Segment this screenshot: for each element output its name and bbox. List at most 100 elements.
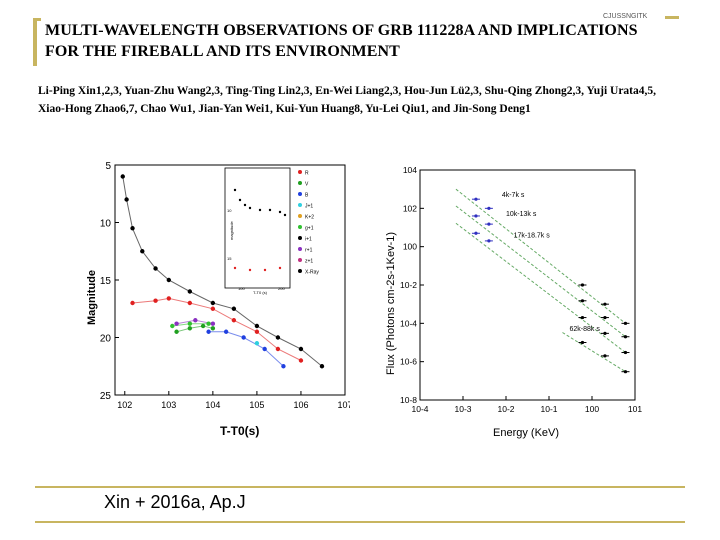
data-point (262, 346, 267, 352)
light-curve-x-label: T-T0(s) (220, 424, 259, 438)
x-tick-label: 10-3 (454, 404, 471, 414)
spectral-point (603, 315, 607, 320)
legend-label: g+1 (305, 226, 314, 232)
inset-x-tick-200: 200 (278, 286, 285, 291)
y-tick-label: 25 (100, 391, 112, 402)
data-point (174, 329, 179, 334)
x-tick-label: 10-1 (540, 404, 557, 414)
data-point (120, 174, 125, 179)
paper-title: MULTI-WAVELENGTH OBSERVATIONS OF GRB 111… (45, 22, 638, 60)
inset-y-tick-10: 10 (227, 208, 232, 213)
spectral-point (580, 299, 585, 303)
legend-marker (298, 258, 302, 262)
data-point (187, 326, 193, 331)
citation: Xin + 2016a, Ap.J (104, 492, 246, 512)
spectral-point (487, 239, 491, 243)
spectra-axes (419, 169, 636, 401)
legend-label: r+1 (305, 248, 313, 254)
spectral-interval-label: 62k-88k s (570, 326, 601, 333)
spectra-x-ticks: 10-4 10-3 10-2 10-1 100 101 (411, 396, 642, 414)
spectral-point (623, 335, 628, 339)
spectral-point (474, 214, 478, 218)
data-point (210, 321, 216, 326)
y-tick-label: 10-6 (400, 357, 417, 367)
light-curve-points (120, 174, 325, 369)
data-point (281, 364, 286, 369)
y-tick-label: 20 (100, 334, 112, 345)
data-point (187, 289, 193, 294)
legend-marker (298, 214, 302, 218)
data-point (231, 318, 237, 323)
spectral-point (487, 206, 491, 210)
spectral-model-line (562, 332, 626, 373)
data-point (241, 335, 246, 340)
x-tick-label: 107 (337, 400, 350, 410)
inset-y-label: magnitude (229, 221, 234, 240)
spectral-point (603, 302, 607, 306)
spectra-points (471, 197, 630, 374)
inset-point (278, 210, 282, 214)
data-point (174, 321, 179, 326)
spectral-point (580, 340, 585, 345)
spectral-model-line (455, 222, 626, 353)
x-tick-label: 102 (117, 400, 132, 410)
inset-x-tick-100: 100 (238, 286, 245, 291)
spectra-annotations: 4k-7k s 10k-13k s 17k-18.7k s 62k-88k s (502, 192, 601, 333)
inset-y-tick-15: 15 (227, 256, 232, 261)
data-point (275, 335, 281, 340)
spectral-point (623, 321, 628, 325)
inset-point (263, 268, 267, 272)
legend-marker (298, 170, 302, 174)
legend-label: J+1 (305, 204, 313, 210)
data-point (140, 249, 145, 254)
title-accent-bar (33, 18, 37, 66)
spectral-interval-label: 17k-18.7k s (514, 233, 551, 240)
corner-accent (665, 16, 679, 19)
data-point (210, 326, 216, 331)
light-curve-x-ticks: 102 103 104 105 106 107 (117, 391, 350, 410)
spectral-point (580, 315, 585, 320)
data-point (193, 318, 198, 323)
legend-marker (298, 269, 302, 273)
inset-point (248, 206, 252, 210)
data-point (206, 321, 211, 326)
data-point (254, 341, 260, 346)
inset-points (233, 188, 287, 272)
author-list: Li-Ping Xin1,2,3, Yuan-Zhu Wang2,3, Ting… (38, 85, 657, 115)
spectra-y-ticks: 104 102 100 10-2 10-4 10-6 10-8 (400, 165, 424, 405)
footer-divider-bottom (35, 521, 685, 523)
data-point (153, 266, 158, 271)
y-tick-label: 10-4 (400, 318, 417, 328)
inset-point (283, 213, 287, 217)
spectral-model-line (455, 188, 626, 324)
x-tick-label: 105 (249, 400, 264, 410)
inset-x-label: T-T0 (s) (253, 290, 268, 295)
y-tick-label: 100 (403, 242, 417, 252)
inset-plot (224, 167, 291, 289)
x-tick-label: 101 (628, 404, 642, 414)
data-point (166, 277, 172, 283)
data-point (187, 300, 193, 306)
data-point (254, 323, 260, 329)
legend-label: i+1 (305, 237, 312, 243)
x-tick-label: 10-2 (497, 404, 514, 414)
inset-point (233, 266, 237, 270)
data-point (223, 329, 229, 334)
inset-point (278, 266, 282, 270)
legend-label: z+1 (305, 259, 313, 265)
x-tick-label: 106 (293, 400, 308, 410)
data-point (254, 329, 260, 334)
spectral-point (623, 350, 628, 355)
model-line (176, 325, 214, 333)
x-tick-label: 104 (205, 400, 220, 410)
inset-point (238, 198, 242, 202)
legend-label: V (305, 182, 309, 188)
inset-point (233, 188, 237, 192)
x-tick-label: 10-4 (411, 404, 428, 414)
data-point (275, 346, 281, 352)
data-point (200, 323, 206, 329)
spectral-point (487, 222, 491, 226)
x-tick-label: 100 (585, 404, 599, 414)
spectral-interval-label: 10k-13k s (506, 211, 537, 218)
